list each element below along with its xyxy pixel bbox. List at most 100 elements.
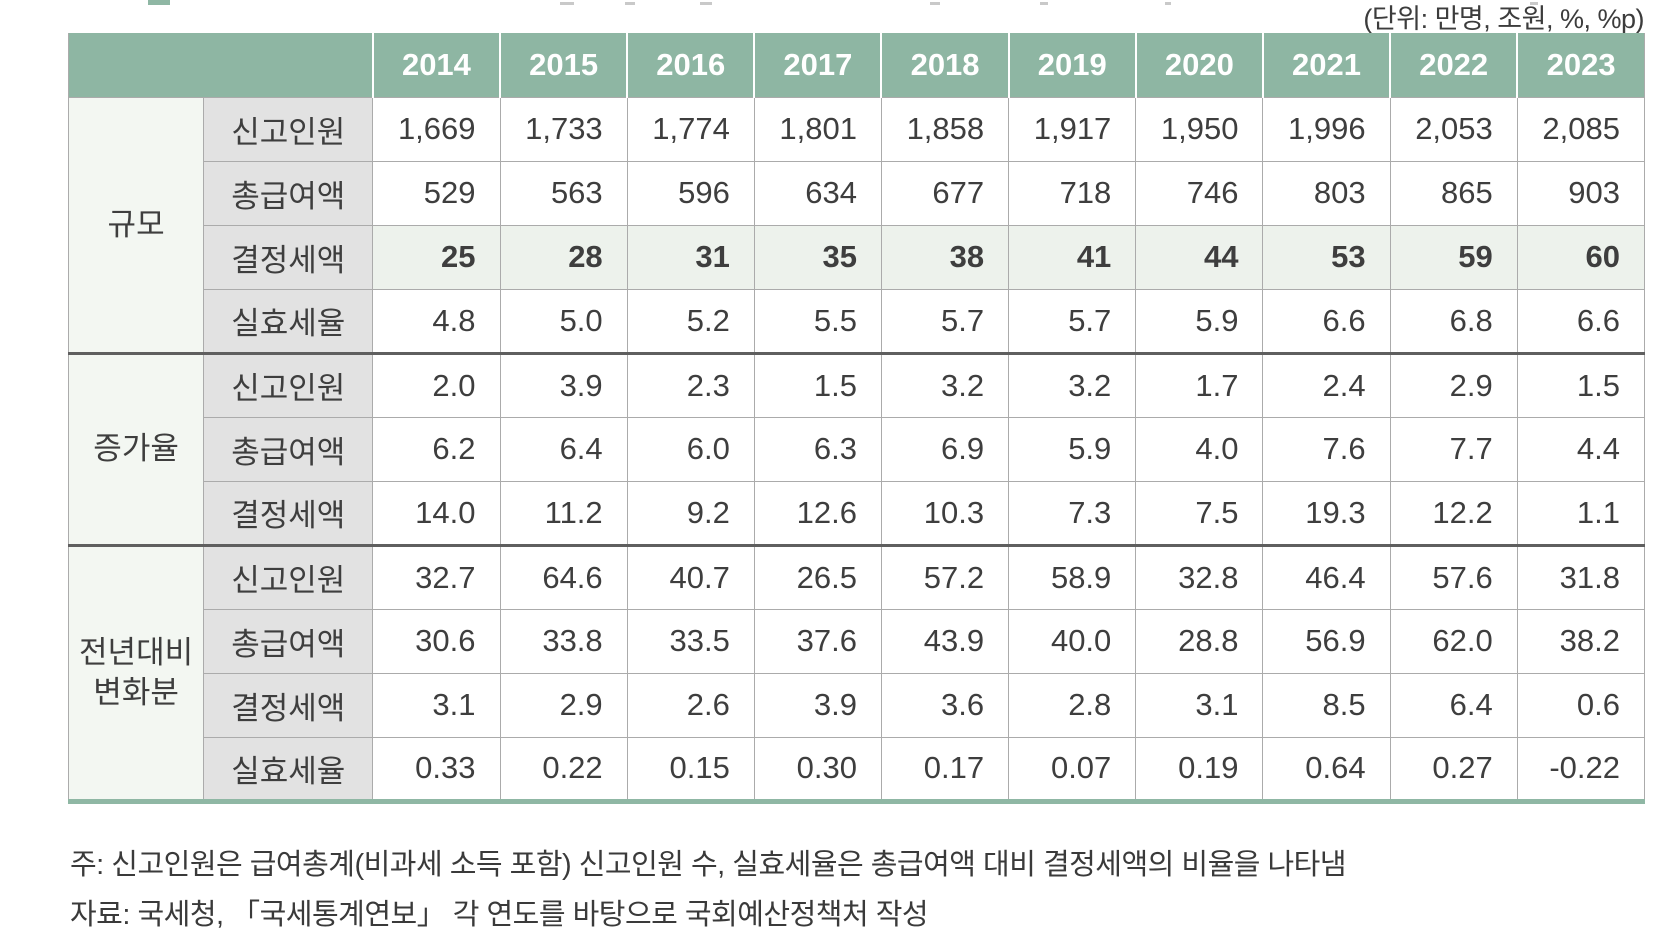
value-cell-2017: 26.5 xyxy=(753,543,882,610)
row-label: 신고인원 xyxy=(203,96,374,162)
value-cell-2021: 56.9 xyxy=(1262,608,1391,674)
table-row: 결정세액 3.1 2.9 2.6 3.9 3.6 2.8 3.1 8.5 6.4 0.6 xyxy=(69,672,1646,738)
title-text-remnant xyxy=(930,2,940,5)
value-cell-2023: 1.5 xyxy=(1516,351,1646,418)
units-label: (단위: 만명, 조원, %, %p) xyxy=(1363,4,1644,34)
value-cell-2016: 1,774 xyxy=(626,96,755,162)
value-cell-2022: 865 xyxy=(1389,160,1518,226)
value-cell-2023: 0.6 xyxy=(1516,672,1646,738)
value-cell-2018: 1,858 xyxy=(880,96,1010,162)
value-cell-2020: 746 xyxy=(1135,160,1264,226)
value-cell-2019: 41 xyxy=(1008,224,1137,290)
value-cell-2020: 7.5 xyxy=(1135,480,1264,546)
year-header-2022: 2022 xyxy=(1389,33,1518,97)
value-cell-2022: 2.9 xyxy=(1389,351,1518,418)
table-row: 실효세율 0.33 0.22 0.15 0.30 0.17 0.07 0.19 0.64 0.27… xyxy=(69,736,1646,802)
group-label-0: 규모 xyxy=(67,96,205,354)
group-label-1: 증가율 xyxy=(67,351,205,546)
row-label: 신고인원 xyxy=(203,351,374,418)
value-cell-2018: 6.9 xyxy=(880,416,1010,482)
value-cell-2015: 2.9 xyxy=(499,672,628,738)
row-label: 총급여액 xyxy=(203,160,374,226)
value-cell-2016: 6.0 xyxy=(626,416,755,482)
value-cell-2015: 5.0 xyxy=(499,288,628,354)
value-cell-2015: 64.6 xyxy=(499,543,628,610)
value-cell-2021: 1,996 xyxy=(1262,96,1391,162)
value-cell-2015: 33.8 xyxy=(499,608,628,674)
value-cell-2019: 40.0 xyxy=(1008,608,1137,674)
table-row: 전년대비 변화분 신고인원 32.7 64.6 40.7 26.5 57.2 58.9 32.8 4… xyxy=(67,543,1646,802)
value-cell-2014: 30.6 xyxy=(372,608,501,674)
year-header-2018: 2018 xyxy=(880,33,1009,97)
value-cell-2018: 57.2 xyxy=(880,543,1010,610)
value-cell-2023: 38.2 xyxy=(1516,608,1646,674)
row-label: 실효세율 xyxy=(203,736,374,802)
value-cell-2019: 7.3 xyxy=(1008,480,1137,546)
year-header-2014: 2014 xyxy=(371,33,501,97)
value-cell-2021: 8.5 xyxy=(1262,672,1391,738)
title-text-remnant xyxy=(560,2,574,5)
value-cell-2016: 9.2 xyxy=(626,480,755,546)
value-cell-2018: 38 xyxy=(880,224,1010,290)
value-cell-2019: 2.8 xyxy=(1008,672,1137,738)
value-cell-2021: 0.64 xyxy=(1262,736,1391,802)
value-cell-2020: 28.8 xyxy=(1135,608,1264,674)
value-cell-2020: 3.1 xyxy=(1135,672,1264,738)
value-cell-2019: 1,917 xyxy=(1008,96,1137,162)
value-cell-2016: 0.15 xyxy=(626,736,755,802)
value-cell-2017: 1.5 xyxy=(753,351,882,418)
value-cell-2020: 0.19 xyxy=(1135,736,1264,802)
header-corner-cell xyxy=(68,33,373,97)
value-cell-2022: 6.4 xyxy=(1389,672,1518,738)
value-cell-2023: -0.22 xyxy=(1516,736,1646,802)
table-row: 총급여액 30.6 33.8 33.5 37.6 43.9 40.0 28.8 56.9 62.0… xyxy=(69,608,1646,674)
value-cell-2020: 44 xyxy=(1135,224,1264,290)
value-cell-2014: 1,669 xyxy=(372,96,501,162)
year-header-2016: 2016 xyxy=(626,33,755,97)
value-cell-2018: 3.6 xyxy=(880,672,1010,738)
value-cell-2017: 634 xyxy=(753,160,882,226)
title-text-remnant xyxy=(1165,2,1171,5)
note-source: 자료: 국세청, 「국세통계연보」 각 연도를 바탕으로 국회예산정책처 작성 xyxy=(70,899,929,931)
value-cell-2022: 59 xyxy=(1389,224,1518,290)
value-cell-2019: 5.9 xyxy=(1008,416,1137,482)
value-cell-2019: 5.7 xyxy=(1008,288,1137,354)
value-cell-2020: 5.9 xyxy=(1135,288,1264,354)
value-cell-2017: 6.3 xyxy=(753,416,882,482)
value-cell-2021: 7.6 xyxy=(1262,416,1391,482)
row-label: 신고인원 xyxy=(203,543,374,610)
value-cell-2023: 1.1 xyxy=(1516,480,1646,546)
table-header: 2014 2015 2016 2017 2018 2019 2020 2021 2022 2023 xyxy=(68,33,1645,97)
value-cell-2022: 12.2 xyxy=(1389,480,1518,546)
value-cell-2019: 0.07 xyxy=(1008,736,1137,802)
group-label-2: 전년대비 변화분 xyxy=(67,543,205,802)
value-cell-2015: 3.9 xyxy=(499,351,628,418)
value-cell-2023: 903 xyxy=(1516,160,1646,226)
value-cell-2022: 0.27 xyxy=(1389,736,1518,802)
value-cell-2019: 718 xyxy=(1008,160,1137,226)
value-cell-2022: 2,053 xyxy=(1389,96,1518,162)
value-cell-2018: 677 xyxy=(880,160,1010,226)
value-cell-2015: 0.22 xyxy=(499,736,628,802)
value-cell-2018: 43.9 xyxy=(880,608,1010,674)
value-cell-2016: 596 xyxy=(626,160,755,226)
value-cell-2023: 4.4 xyxy=(1516,416,1646,482)
value-cell-2014: 3.1 xyxy=(372,672,501,738)
value-cell-2015: 11.2 xyxy=(499,480,628,546)
value-cell-2017: 5.5 xyxy=(753,288,882,354)
value-cell-2018: 3.2 xyxy=(880,351,1010,418)
year-header-2023: 2023 xyxy=(1516,33,1645,97)
tax-statistics-table: 2014 2015 2016 2017 2018 2019 2020 2021 2022 2023… xyxy=(67,33,1646,804)
note-definition: 주: 신고인원은 급여총계(비과세 소득 포함) 신고인원 수, 실효세율은 총… xyxy=(70,849,1347,881)
value-cell-2014: 25 xyxy=(372,224,501,290)
value-cell-2021: 803 xyxy=(1262,160,1391,226)
value-cell-2017: 0.30 xyxy=(753,736,882,802)
year-header-2015: 2015 xyxy=(499,33,628,97)
value-cell-2018: 10.3 xyxy=(880,480,1010,546)
value-cell-2021: 6.6 xyxy=(1262,288,1391,354)
value-cell-2020: 32.8 xyxy=(1135,543,1264,610)
value-cell-2023: 31.8 xyxy=(1516,543,1646,610)
value-cell-2016: 2.3 xyxy=(626,351,755,418)
value-cell-2021: 53 xyxy=(1262,224,1391,290)
table-row: 총급여액 529 563 596 634 677 718 746 803 865 903 xyxy=(69,160,1646,226)
